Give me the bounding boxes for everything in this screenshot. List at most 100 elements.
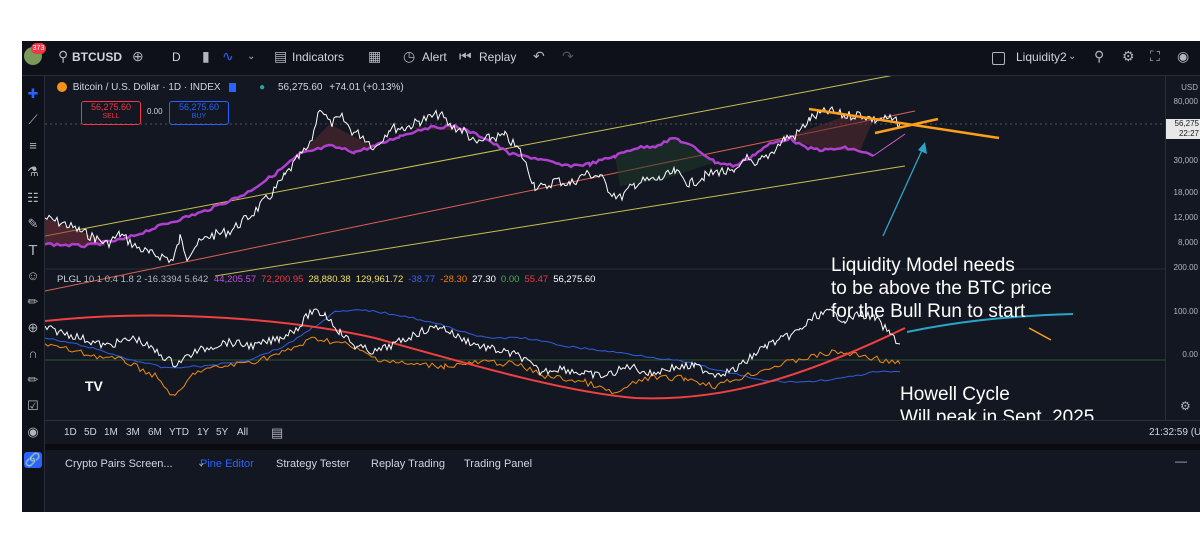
- current-price-tag: 56,275 22:27: [1166, 119, 1200, 139]
- indicators-icon[interactable]: ▤: [274, 48, 288, 64]
- clock[interactable]: 21:32:59 (UT: [1149, 427, 1200, 438]
- range-button-1d[interactable]: 1D: [64, 427, 77, 438]
- price-label: 12,000: [1173, 213, 1198, 222]
- sell-price: 56,275.60: [90, 102, 132, 112]
- visibility-eye-icon[interactable]: ◉: [27, 424, 39, 439]
- line-chart-icon[interactable]: ∿: [222, 48, 234, 64]
- panel-body: [45, 480, 1200, 512]
- text-icon[interactable]: T: [28, 242, 38, 259]
- channel-upper-line: [44, 72, 906, 237]
- cycle-peak-marker: [1028, 327, 1052, 341]
- pattern-icon[interactable]: ⚗: [27, 164, 39, 179]
- last-price: 56,275.60: [277, 82, 323, 93]
- fib-retracement-icon[interactable]: ≡: [29, 138, 37, 153]
- top-toolbar: 373 ⚲ BTCUSD ⊕ D ▮ ∿ ⌄ ▤ Indicators ▦ ◷ …: [22, 41, 1200, 76]
- layout-name[interactable]: Liquidity2: [1016, 50, 1067, 64]
- panel-tab[interactable]: Pine Editor: [200, 458, 254, 470]
- range-button-5y[interactable]: 5Y: [216, 427, 229, 438]
- range-button-3m[interactable]: 3M: [126, 427, 140, 438]
- range-button-1m[interactable]: 1M: [104, 427, 118, 438]
- indicator-value: 55.47: [524, 274, 549, 285]
- lock-drawing-icon[interactable]: ✏: [27, 372, 39, 387]
- replay-icon[interactable]: ⏮: [459, 48, 472, 64]
- indicator-value: 129,961.72: [355, 274, 404, 285]
- range-button-ytd[interactable]: YTD: [169, 427, 189, 438]
- cycle-projection-line: [906, 313, 1074, 333]
- indicator-orange-line: [44, 336, 901, 397]
- interval-selector[interactable]: D: [172, 50, 181, 64]
- panel-tab[interactable]: Strategy Tester: [276, 458, 350, 470]
- settings-gear-icon[interactable]: ⚙: [1180, 399, 1191, 413]
- tradingview-logo: TV: [85, 378, 104, 394]
- range-button-6m[interactable]: 6M: [148, 427, 162, 438]
- panel-tab[interactable]: Crypto Pairs Screen...: [65, 458, 173, 470]
- alert-icon[interactable]: ◷: [403, 48, 416, 64]
- redo-icon[interactable]: ↷: [562, 48, 574, 64]
- minimize-panel-icon[interactable]: —: [1175, 454, 1187, 468]
- series-title[interactable]: Bitcoin / U.S. Dollar · 1D · INDEX: [72, 82, 221, 93]
- templates-icon[interactable]: ▦: [368, 48, 382, 64]
- indicators-button[interactable]: Indicators: [292, 50, 345, 64]
- indicator-params: 10 1 0.4 1.8 2 -16.3394 5.642: [83, 274, 209, 285]
- settings-gear-icon[interactable]: ⚙: [1122, 48, 1135, 64]
- chart-area[interactable]: TV 2020Jun2021Jun2022Jun2023Jun2024Jun20…: [44, 72, 1165, 456]
- market-status-icon: ●: [259, 82, 266, 93]
- lock-icon[interactable]: ☑: [27, 398, 39, 413]
- compare-add-icon[interactable]: ⊕: [132, 48, 144, 64]
- panel-tab[interactable]: Replay Trading: [371, 458, 445, 470]
- trend-line-icon[interactable]: ⟋: [28, 112, 38, 127]
- forecast-icon[interactable]: ☷: [27, 190, 39, 205]
- panel-tab[interactable]: Trading Panel: [464, 458, 533, 470]
- search-icon[interactable]: ⚲: [58, 48, 69, 64]
- replay-button[interactable]: Replay: [479, 50, 517, 64]
- range-button-5d[interactable]: 5D: [84, 427, 97, 438]
- projection-line-up: [874, 117, 939, 135]
- emoji-icon[interactable]: ☺: [26, 268, 40, 283]
- alert-button[interactable]: Alert: [422, 50, 447, 64]
- currency-label[interactable]: USD: [1181, 83, 1198, 92]
- chevron-down-icon[interactable]: ⌄: [1068, 51, 1077, 62]
- annotation-line: to be above the BTC price: [831, 278, 1052, 299]
- brush-icon[interactable]: ✎: [27, 216, 39, 231]
- layout-checkbox-icon[interactable]: [992, 52, 1005, 65]
- indicator-value: 0.00: [500, 274, 520, 285]
- price-label: 0.00: [1182, 350, 1198, 359]
- crosshair-icon[interactable]: ✚: [27, 86, 39, 101]
- liquidity-fill-region: [785, 116, 873, 151]
- annotation-line: Liquidity Model needs: [831, 255, 1015, 276]
- buy-price: 56,275.60: [178, 102, 220, 112]
- quick-search-icon[interactable]: ⚲: [1094, 48, 1105, 64]
- snapshot-camera-icon[interactable]: ◉: [1177, 48, 1190, 64]
- price-label: 100.00: [1173, 307, 1198, 316]
- candle-type-icon[interactable]: ▮: [202, 48, 210, 64]
- trading-app: 373 ⚲ BTCUSD ⊕ D ▮ ∿ ⌄ ▤ Indicators ▦ ◷ …: [22, 41, 1200, 512]
- channel-middle-line: [44, 110, 916, 292]
- price-label: 30,000: [1173, 156, 1198, 165]
- bar-countdown: 22:27: [1178, 129, 1199, 138]
- spread-value: 0.00: [147, 107, 163, 116]
- chevron-down-icon[interactable]: ⌄: [247, 51, 256, 62]
- range-button-1y[interactable]: 1Y: [197, 427, 210, 438]
- indicator-value: 72,200.95: [261, 274, 304, 285]
- chevron-down-icon[interactable]: ⌄: [197, 458, 206, 469]
- symbol-search[interactable]: BTCUSD: [72, 50, 122, 64]
- undo-icon[interactable]: ↶: [533, 48, 545, 64]
- buy-button[interactable]: 56,275.60 BUY: [169, 101, 229, 125]
- indicator-value: -28.30: [440, 274, 468, 285]
- annotation-line: Howell Cycle: [900, 384, 1010, 405]
- range-button-all[interactable]: All: [237, 427, 249, 438]
- zoom-in-icon[interactable]: ⊕: [27, 320, 39, 335]
- link-icon[interactable]: 🔗: [24, 452, 42, 468]
- indicator-value: 27.30: [472, 274, 496, 285]
- price-axis[interactable]: USD 80,000 56,275 22:27 30,000 18,000 12…: [1165, 76, 1200, 456]
- ruler-icon[interactable]: ✏: [27, 294, 39, 309]
- indicator-name[interactable]: PLGL: [57, 274, 81, 285]
- date-range-icon[interactable]: ▤: [271, 425, 284, 440]
- channel-lower-line: [214, 165, 906, 277]
- chart-canvas[interactable]: TV: [44, 72, 1165, 456]
- sell-button[interactable]: 56,275.60 SELL: [81, 101, 141, 125]
- magnet-icon[interactable]: ∩: [28, 346, 38, 361]
- series-legend: Bitcoin / U.S. Dollar · 1D · INDEX ● 56,…: [57, 82, 404, 93]
- price-label: 200.00: [1173, 263, 1198, 272]
- fullscreen-icon[interactable]: ⛶: [1150, 48, 1160, 64]
